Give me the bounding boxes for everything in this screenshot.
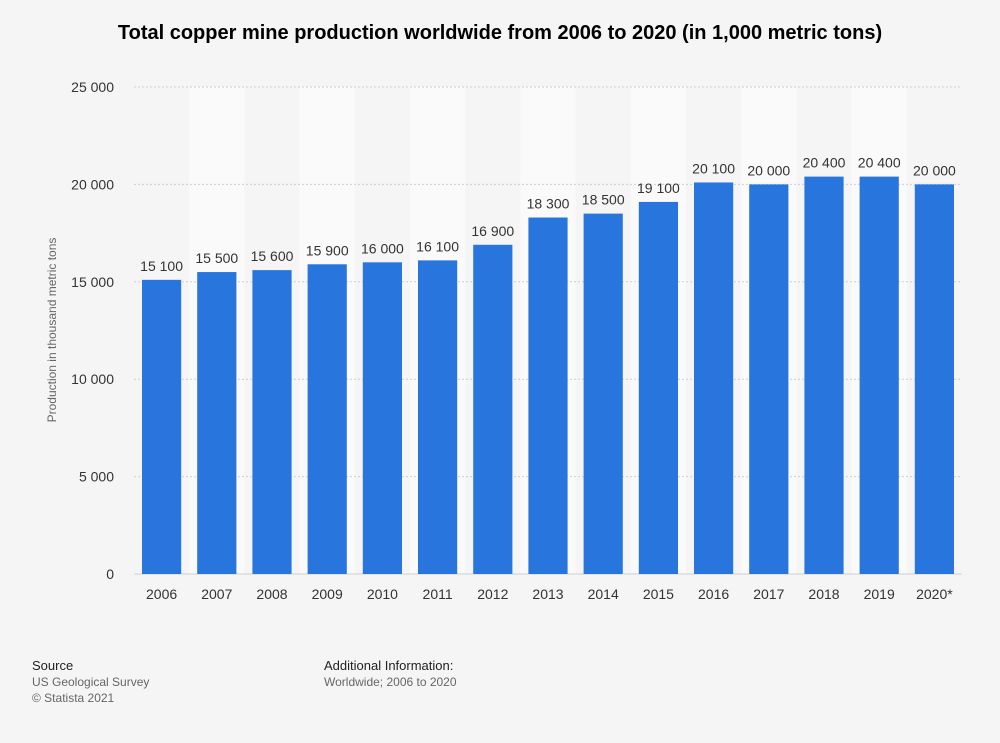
copyright-line: © Statista 2021	[32, 691, 115, 705]
x-tick-label: 2015	[643, 586, 674, 602]
x-tick-label: 2018	[808, 586, 839, 602]
additional-info-line: Worldwide; 2006 to 2020	[324, 675, 457, 689]
bar	[307, 264, 347, 574]
bar	[142, 279, 182, 574]
value-label: 18 500	[582, 192, 625, 208]
source-heading: Source	[32, 658, 74, 673]
value-label: 20 000	[913, 162, 956, 178]
bar	[528, 217, 568, 575]
bar	[749, 184, 789, 574]
y-tick-label: 20 000	[71, 176, 114, 192]
bar	[197, 272, 237, 574]
additional-info-block: Additional Information: Worldwide; 2006 …	[324, 658, 457, 690]
x-tick-label: 2010	[367, 586, 398, 602]
value-label: 16 100	[416, 238, 459, 254]
value-label: 15 600	[251, 248, 294, 264]
bar	[473, 244, 513, 574]
x-tick-label: 2017	[753, 586, 784, 602]
x-tick-label: 2016	[698, 586, 729, 602]
bar	[362, 262, 402, 574]
bar	[914, 184, 954, 574]
additional-info-heading: Additional Information:	[324, 658, 454, 673]
value-label: 20 400	[858, 155, 901, 171]
bar	[859, 176, 899, 574]
value-label: 16 900	[471, 223, 514, 239]
y-tick-label: 25 000	[71, 79, 114, 95]
x-tick-label: 2008	[256, 586, 287, 602]
value-label: 15 100	[140, 258, 183, 274]
y-tick-label: 10 000	[71, 371, 114, 387]
source-block: Source US Geological Survey © Statista 2…	[32, 658, 149, 706]
y-tick-label: 15 000	[71, 274, 114, 290]
y-tick-label: 5 000	[79, 469, 114, 485]
value-label: 19 100	[637, 180, 680, 196]
chart-title: Total copper mine production worldwide f…	[117, 22, 883, 44]
bar	[418, 260, 458, 574]
source-line: US Geological Survey	[32, 675, 150, 689]
y-axis-label: Production in thousand metric tons	[45, 238, 59, 423]
value-label: 20 100	[692, 160, 735, 176]
x-tick-label: 2019	[864, 586, 895, 602]
x-tick-label: 2006	[146, 586, 177, 602]
bar	[694, 182, 734, 574]
value-labels: 15 100 15 500 15 600 15 900 16 000 16 100 16 9…	[140, 155, 956, 274]
x-tick-label: 2012	[477, 586, 508, 602]
value-label: 15 500	[195, 250, 238, 266]
x-tick-label: 2013	[532, 586, 563, 602]
value-label: 16 000	[361, 240, 404, 256]
value-label: 20 400	[803, 155, 846, 171]
x-tick-label: 2014	[588, 586, 619, 602]
bar	[804, 176, 844, 574]
value-label: 15 900	[306, 242, 349, 258]
bar	[252, 270, 292, 574]
y-axis-ticks: 0 5 000 10 000 15 000 20 000 25 000	[71, 79, 114, 582]
value-label: 20 000	[747, 162, 790, 178]
x-tick-label: 2011	[423, 586, 453, 602]
value-label: 18 300	[527, 196, 570, 212]
bar	[638, 201, 678, 574]
y-tick-label: 0	[106, 566, 114, 582]
x-tick-label: 2009	[312, 586, 343, 602]
bars	[142, 176, 954, 575]
x-axis-ticks: 2006 2007 2008 2009 2010 2011 2012 2013 2014 2015…	[146, 586, 953, 602]
bar	[583, 213, 623, 574]
x-tick-label: 2007	[201, 586, 232, 602]
x-tick-label: 2020*	[916, 586, 953, 602]
